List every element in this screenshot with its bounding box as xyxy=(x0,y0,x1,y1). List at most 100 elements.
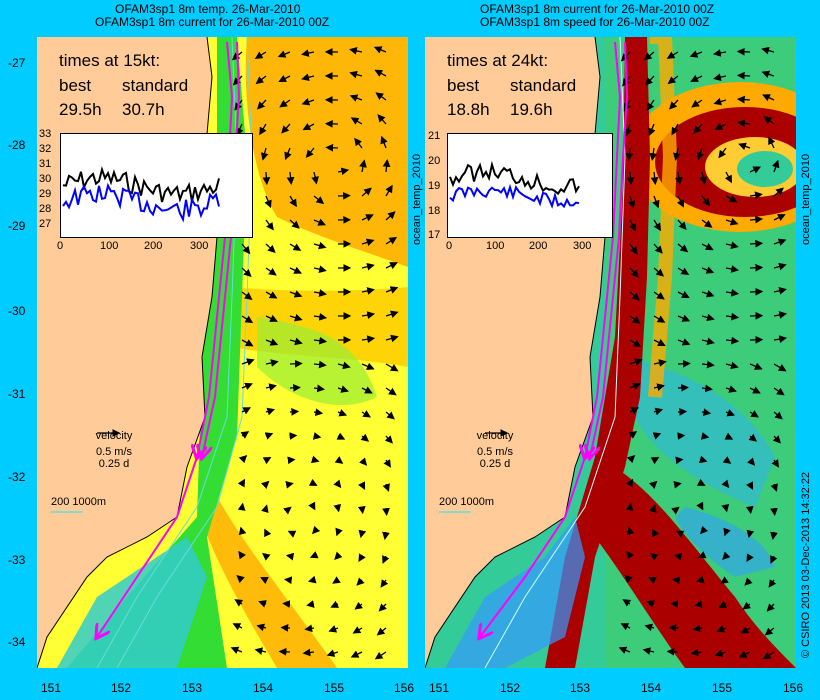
current-arrow xyxy=(384,435,393,444)
current-arrow xyxy=(669,99,679,110)
inset-xtick: 0 xyxy=(57,240,64,252)
current-arrow xyxy=(749,239,764,248)
current-arrow xyxy=(260,577,269,585)
current-arrow xyxy=(254,51,267,59)
inset-xtick: 100 xyxy=(486,240,505,252)
inset-xtick: 100 xyxy=(100,240,119,252)
current-arrow xyxy=(646,99,655,111)
current-arrow xyxy=(265,359,279,367)
current-arrow xyxy=(628,219,636,232)
current-arrow xyxy=(361,335,376,344)
current-arrow xyxy=(746,553,754,562)
current-arrow xyxy=(279,99,291,108)
current-arrow xyxy=(724,171,732,184)
current-arrow xyxy=(668,623,679,632)
current-arrow xyxy=(241,267,252,278)
current-arrow xyxy=(264,528,272,538)
current-arrow xyxy=(283,576,293,585)
current-arrow xyxy=(301,73,315,82)
current-arrow xyxy=(310,455,320,464)
current-arrow xyxy=(289,219,300,229)
current-arrow xyxy=(696,501,704,511)
inset-ytick: 30 xyxy=(39,173,52,185)
lon-tick: 152 xyxy=(111,681,132,695)
current-arrow xyxy=(768,579,777,588)
current-arrow xyxy=(773,311,787,319)
current-arrow xyxy=(265,243,276,253)
current-arrow xyxy=(771,459,779,468)
current-arrow xyxy=(361,386,373,394)
current-arrow xyxy=(349,47,363,55)
current-arrow xyxy=(241,243,251,255)
current-arrow xyxy=(354,601,364,610)
inset-xtick: 200 xyxy=(529,240,548,252)
current-arrow xyxy=(385,363,399,372)
current-arrow xyxy=(697,551,707,559)
current-arrow xyxy=(334,551,343,561)
current-arrow xyxy=(349,70,363,79)
current-arrow xyxy=(761,46,775,55)
current-arrow xyxy=(360,433,370,442)
current-arrow xyxy=(725,265,739,273)
green-lobe xyxy=(257,317,377,406)
current-arrow xyxy=(671,506,680,515)
current-arrow xyxy=(286,171,295,185)
current-arrow xyxy=(721,503,730,513)
current-arrow xyxy=(671,576,681,585)
current-arrow xyxy=(725,312,740,321)
current-arrow xyxy=(770,507,778,516)
lon-tick: 155 xyxy=(712,681,733,695)
times-heading: times at 15kt: xyxy=(59,51,161,70)
current-arrow xyxy=(313,312,328,321)
current-arrow xyxy=(649,480,658,489)
current-arrow xyxy=(674,171,683,185)
current-arrow xyxy=(626,454,636,464)
current-arrow xyxy=(749,386,761,394)
val-best: 29.5h xyxy=(59,100,102,119)
current-arrow xyxy=(281,123,291,134)
current-arrow xyxy=(626,550,635,560)
times-heading: times at 24kt: xyxy=(447,51,549,70)
lon-tick: 152 xyxy=(500,681,521,695)
current-arrow xyxy=(642,647,655,655)
current-arrow xyxy=(313,336,328,345)
current-arrow xyxy=(385,387,397,396)
current-arrow xyxy=(690,74,703,82)
current-arrow xyxy=(618,646,631,654)
current-arrow xyxy=(238,526,247,536)
current-arrow xyxy=(721,479,730,489)
val-standard: 19.6h xyxy=(510,100,553,119)
current-arrow xyxy=(745,505,754,515)
current-arrow xyxy=(701,195,711,207)
current-arrow xyxy=(701,219,713,228)
lat-tick: -27 xyxy=(8,56,26,70)
current-arrow xyxy=(261,480,270,489)
current-arrow xyxy=(653,359,667,367)
current-arrow xyxy=(240,431,250,439)
current-arrow xyxy=(762,94,775,102)
current-arrow xyxy=(302,123,315,131)
eddy-centre xyxy=(737,151,793,187)
current-arrow xyxy=(382,483,390,492)
current-arrow xyxy=(646,600,655,608)
current-arrow xyxy=(701,313,715,322)
col-standard: standard xyxy=(122,76,189,95)
current-arrow xyxy=(289,195,297,208)
current-arrow xyxy=(725,361,739,370)
current-arrow xyxy=(691,99,703,108)
current-arrow xyxy=(701,337,715,346)
current-arrow xyxy=(385,286,399,294)
current-arrow xyxy=(773,238,787,246)
current-arrow xyxy=(349,94,363,102)
current-arrow xyxy=(358,553,366,562)
current-arrow xyxy=(350,650,363,658)
current-arrow xyxy=(285,481,294,489)
current-arrow xyxy=(260,147,269,161)
lon-tick: 153 xyxy=(182,681,203,695)
current-arrow xyxy=(700,525,709,535)
left-title-line2: OFAM3sp1 8m current for 26-Mar-2010 00Z xyxy=(95,15,330,29)
current-arrow xyxy=(738,650,751,658)
current-arrow xyxy=(359,457,368,466)
lat-tick: -28 xyxy=(8,138,26,152)
current-arrow xyxy=(358,481,366,491)
